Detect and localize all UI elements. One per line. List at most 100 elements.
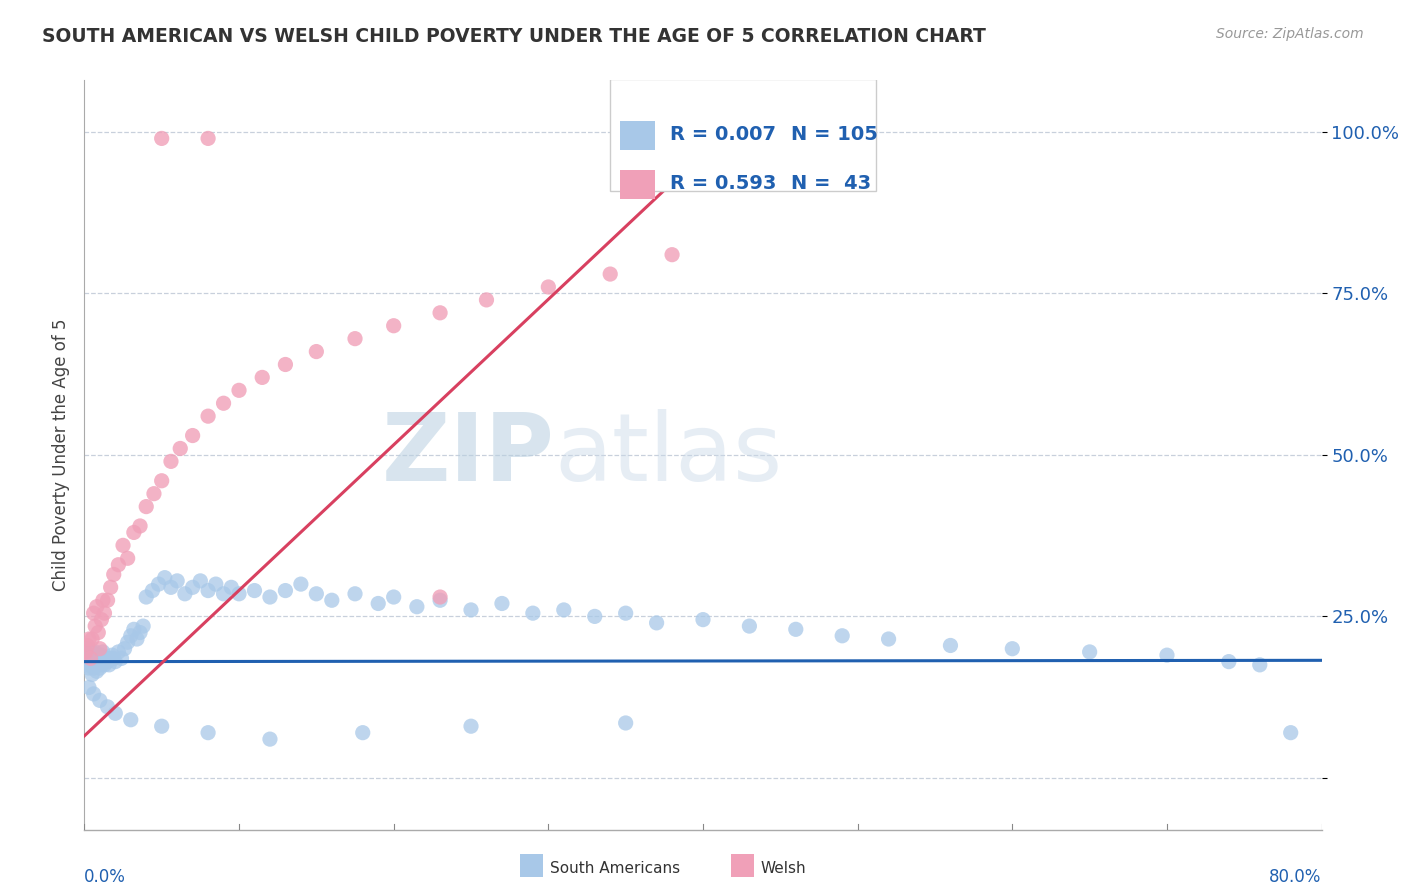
Point bbox=[491, 597, 513, 611]
Point bbox=[405, 599, 427, 614]
Point bbox=[174, 587, 197, 601]
Text: 0.0%: 0.0% bbox=[84, 869, 127, 887]
FancyBboxPatch shape bbox=[620, 121, 655, 150]
Point bbox=[367, 597, 389, 611]
Point bbox=[89, 661, 111, 675]
Point bbox=[290, 577, 312, 591]
Point bbox=[83, 606, 105, 620]
Point bbox=[79, 645, 101, 659]
Point bbox=[877, 632, 900, 646]
Point bbox=[83, 687, 105, 701]
Point bbox=[1156, 648, 1178, 662]
Point bbox=[259, 590, 281, 604]
Point bbox=[89, 651, 111, 665]
Point bbox=[110, 651, 132, 665]
Point bbox=[197, 583, 219, 598]
Point bbox=[132, 619, 155, 633]
Point bbox=[305, 344, 328, 359]
Point bbox=[429, 306, 451, 320]
Point bbox=[382, 318, 405, 333]
Point bbox=[87, 648, 110, 662]
Point bbox=[692, 613, 714, 627]
Point bbox=[114, 641, 136, 656]
Point bbox=[120, 629, 142, 643]
Point bbox=[150, 719, 173, 733]
Point bbox=[117, 635, 139, 649]
Point bbox=[460, 719, 482, 733]
Point bbox=[77, 648, 100, 662]
FancyBboxPatch shape bbox=[620, 170, 655, 199]
Point bbox=[160, 580, 183, 594]
Point bbox=[522, 606, 544, 620]
Point bbox=[537, 280, 560, 294]
Point bbox=[82, 645, 104, 659]
Point bbox=[614, 606, 637, 620]
Point bbox=[150, 131, 173, 145]
Point bbox=[181, 580, 204, 594]
Point bbox=[76, 641, 98, 656]
Point bbox=[166, 574, 188, 588]
Point bbox=[75, 651, 97, 665]
Point bbox=[228, 384, 250, 398]
Point bbox=[197, 131, 219, 145]
Point bbox=[84, 657, 107, 672]
Point bbox=[86, 665, 108, 679]
Text: 80.0%: 80.0% bbox=[1270, 869, 1322, 887]
Point bbox=[83, 651, 105, 665]
Point bbox=[76, 657, 98, 672]
Point bbox=[250, 370, 273, 384]
Point bbox=[305, 587, 328, 601]
Point bbox=[77, 661, 100, 675]
Point bbox=[219, 580, 242, 594]
Point bbox=[76, 639, 98, 653]
Point bbox=[135, 500, 157, 514]
Point bbox=[212, 587, 235, 601]
Point bbox=[82, 632, 104, 646]
Point bbox=[91, 593, 114, 607]
Text: R = 0.593: R = 0.593 bbox=[669, 174, 776, 194]
Point bbox=[90, 657, 112, 672]
Point bbox=[583, 609, 606, 624]
Point bbox=[274, 358, 297, 372]
Point bbox=[77, 651, 100, 665]
Point bbox=[100, 651, 122, 665]
Point bbox=[86, 599, 108, 614]
Point bbox=[77, 645, 100, 659]
Point bbox=[82, 667, 104, 681]
Point bbox=[83, 648, 105, 662]
Point bbox=[475, 293, 498, 307]
Point bbox=[1279, 725, 1302, 739]
Point bbox=[343, 332, 366, 346]
Point bbox=[79, 651, 101, 665]
Point bbox=[645, 615, 668, 630]
Text: R = 0.007: R = 0.007 bbox=[669, 126, 776, 145]
Point bbox=[107, 558, 129, 572]
Point bbox=[429, 593, 451, 607]
Text: Source: ZipAtlas.com: Source: ZipAtlas.com bbox=[1216, 27, 1364, 41]
Point bbox=[197, 409, 219, 424]
Point bbox=[93, 606, 115, 620]
Point bbox=[79, 657, 101, 672]
Point bbox=[86, 655, 108, 669]
Text: N =  43: N = 43 bbox=[790, 174, 870, 194]
Text: South Americans: South Americans bbox=[550, 862, 681, 876]
Text: N = 105: N = 105 bbox=[790, 126, 877, 145]
Point bbox=[141, 583, 163, 598]
Point bbox=[122, 623, 145, 637]
Point bbox=[382, 590, 405, 604]
Point bbox=[614, 716, 637, 731]
Point bbox=[89, 693, 111, 707]
Point bbox=[103, 651, 125, 665]
Point bbox=[429, 590, 451, 604]
Point bbox=[103, 567, 125, 582]
Point bbox=[96, 699, 118, 714]
Point bbox=[120, 713, 142, 727]
Point bbox=[599, 267, 621, 281]
Point bbox=[82, 651, 104, 665]
Point bbox=[1078, 645, 1101, 659]
Point bbox=[188, 574, 211, 588]
Point bbox=[738, 619, 761, 633]
Point bbox=[125, 632, 148, 646]
FancyBboxPatch shape bbox=[610, 78, 876, 191]
Point bbox=[77, 632, 100, 646]
